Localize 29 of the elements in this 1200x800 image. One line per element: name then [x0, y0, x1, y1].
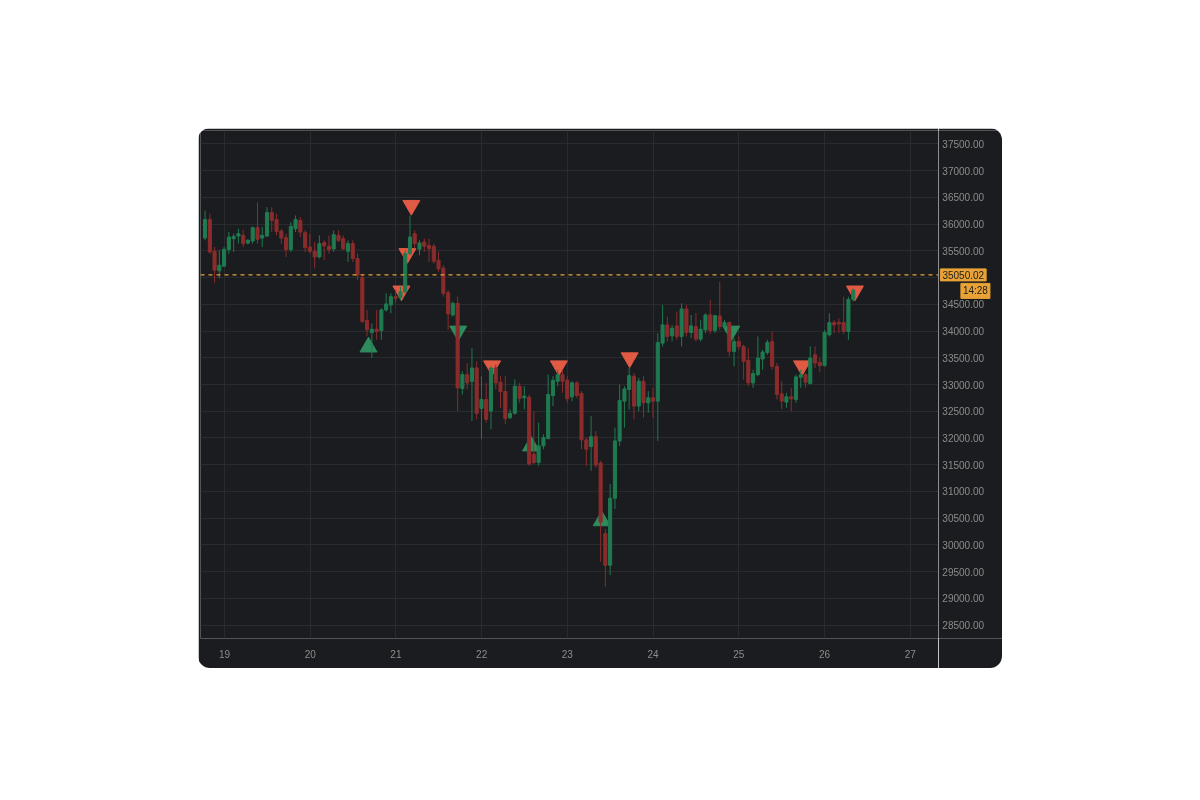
y-tick-label: 32500.00 — [942, 406, 985, 418]
x-tick-label: 27 — [904, 648, 917, 660]
y-tick-label: 28500.00 — [942, 620, 985, 632]
x-tick-label: 19 — [218, 648, 231, 660]
y-tick-label: 36500.00 — [942, 192, 985, 204]
x-tick-label: 23 — [561, 648, 574, 660]
y-tick-label: 32000.00 — [942, 432, 985, 444]
text: 14:28 — [962, 285, 989, 297]
y-tick-label: 30000.00 — [942, 539, 985, 551]
y-tick-label: 30500.00 — [942, 513, 985, 525]
x-tick-label: 20 — [304, 648, 317, 660]
x-tick-label: 24 — [647, 648, 660, 660]
y-tick-label: 31000.00 — [942, 486, 985, 498]
y-tick-label: 34500.00 — [942, 299, 985, 311]
y-tick-label: 29500.00 — [942, 566, 985, 578]
ref-line-label: 35050.02 — [942, 269, 985, 281]
x-tick-label: 26 — [818, 648, 831, 660]
y-tick-label: 34000.00 — [942, 326, 985, 338]
x-tick-label: 22 — [476, 648, 488, 660]
y-tick-label: 31500.00 — [942, 459, 985, 471]
y-tick-label: 29000.00 — [942, 593, 985, 605]
y-tick-label: 33000.00 — [942, 379, 985, 391]
x-tick-label: 25 — [733, 648, 745, 660]
x-tick-label: 21 — [390, 648, 402, 660]
y-tick-label: 37500.00 — [942, 138, 985, 150]
y-tick-label: 37000.00 — [942, 165, 985, 177]
y-tick-label: 33500.00 — [942, 352, 985, 364]
y-tick-label: 35500.00 — [942, 245, 985, 257]
y-tick-label: 36000.00 — [942, 219, 985, 231]
